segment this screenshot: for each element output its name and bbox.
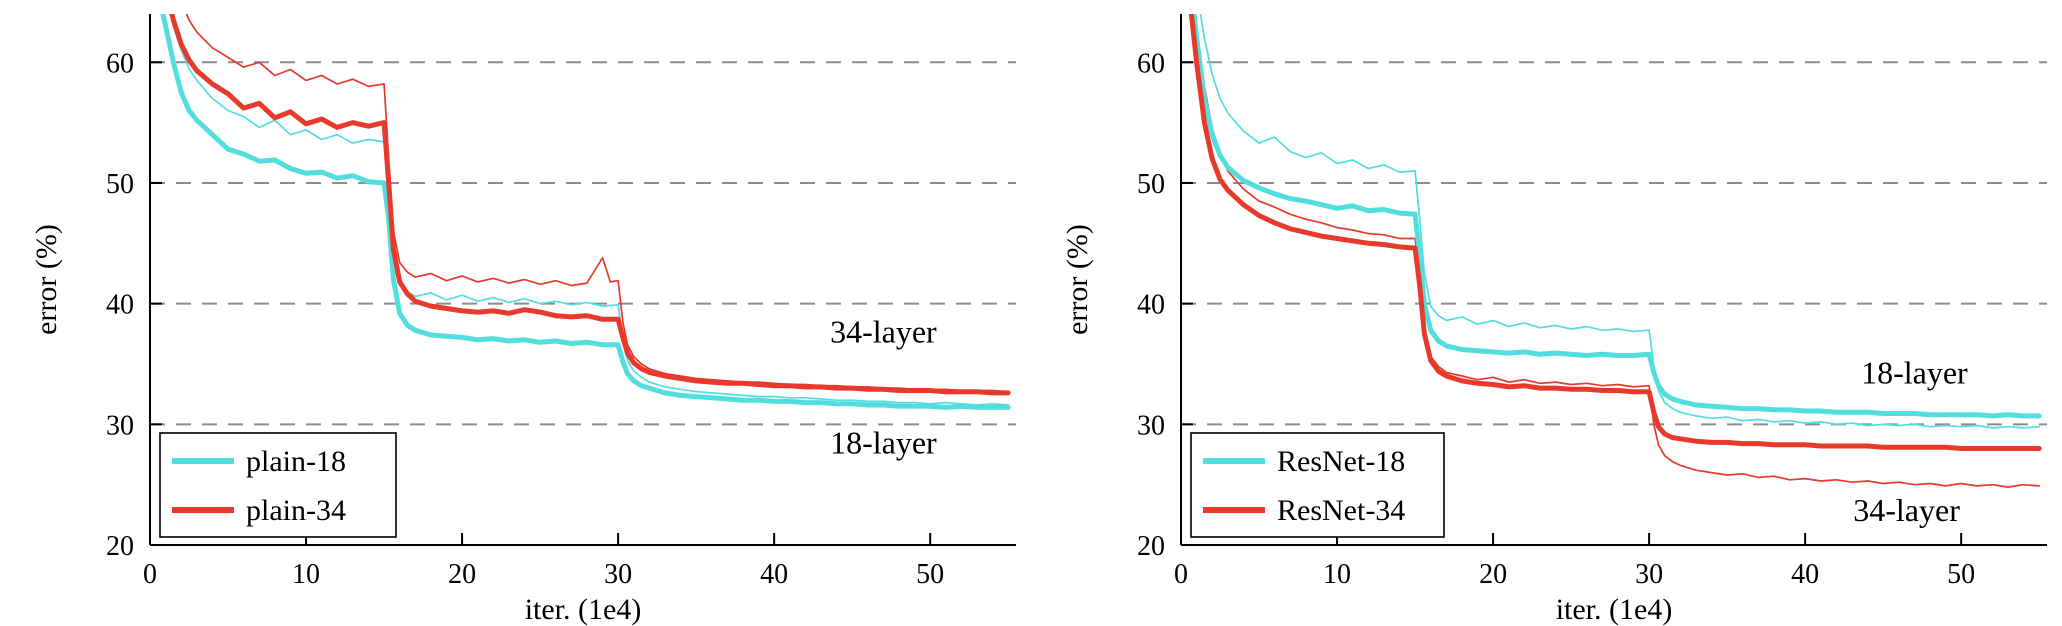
series-plain-18-bold	[160, 14, 1011, 410]
axes: 0 10 20 30 40 50 20 30 40 50 60	[106, 14, 1016, 590]
x-tick-label: 20	[1479, 559, 1507, 590]
x-tick-label: 10	[1323, 559, 1351, 590]
x-tick-label: 0	[143, 559, 157, 590]
y-tick-label: 40	[106, 290, 134, 321]
annotation-18-layer: 18-layer	[1861, 354, 1968, 390]
x-tick-label: 20	[448, 559, 476, 590]
y-tick-label: 20	[1137, 531, 1165, 562]
series-resnet-18-thin	[1199, 14, 2041, 429]
legend-box	[159, 432, 397, 538]
x-tick-label: 10	[292, 559, 320, 590]
annotation-34-layer: 34-layer	[830, 313, 937, 349]
resnets-chart: 0 10 20 30 40 50 20 30 40 50 60 iter. (1e4) error (%…	[1061, 14, 2047, 626]
x-axis-label: iter. (1e4)	[525, 593, 642, 626]
series-group	[160, 14, 1011, 410]
x-tick-label: 30	[604, 559, 632, 590]
x-tick-label: 50	[916, 559, 944, 590]
x-tick-label: 40	[1791, 559, 1819, 590]
x-axis-label: iter. (1e4)	[1556, 593, 1673, 626]
series-resnet-34-thin	[1194, 14, 2041, 488]
x-tick-label: 50	[1947, 559, 1975, 590]
gridlines	[150, 61, 1016, 426]
y-axis-label: error (%)	[1061, 224, 1094, 335]
annotation-34-layer: 34-layer	[1853, 492, 1960, 528]
legend-label: ResNet-34	[1277, 494, 1405, 527]
legend-box	[1190, 432, 1445, 538]
series-plain-34-bold	[169, 14, 1011, 396]
legend-label: plain-34	[246, 494, 346, 527]
axes: 0 10 20 30 40 50 20 30 40 50 60	[1137, 14, 2047, 590]
gridlines	[1181, 61, 2047, 426]
y-tick-label: 30	[1137, 410, 1165, 441]
legend: plain-18 plain-34	[159, 432, 397, 538]
series-resnet-34-bold	[1188, 14, 2042, 451]
x-tick-label: 30	[1635, 559, 1663, 590]
y-tick-label: 50	[106, 169, 134, 200]
annotation-18-layer: 18-layer	[830, 424, 937, 460]
legend-label: ResNet-18	[1277, 445, 1405, 478]
y-tick-label: 40	[1137, 290, 1165, 321]
x-tick-label: 0	[1174, 559, 1188, 590]
y-tick-label: 60	[106, 48, 134, 79]
y-tick-label: 50	[1137, 169, 1165, 200]
series-plain-18-thin	[169, 14, 1010, 406]
legend-label: plain-18	[246, 445, 346, 478]
y-tick-label: 30	[106, 410, 134, 441]
plain-nets-chart: 0 10 20 30 40 50 20 30 40 50 60 iter. (1e4) error (%…	[30, 14, 1016, 626]
series-resnet-18-bold	[1191, 14, 2042, 419]
y-axis-label: error (%)	[30, 224, 63, 335]
x-tick-label: 40	[760, 559, 788, 590]
y-tick-label: 20	[106, 531, 134, 562]
legend: ResNet-18 ResNet-34	[1190, 432, 1445, 538]
y-tick-label: 60	[1137, 48, 1165, 79]
series-group	[1188, 14, 2042, 488]
